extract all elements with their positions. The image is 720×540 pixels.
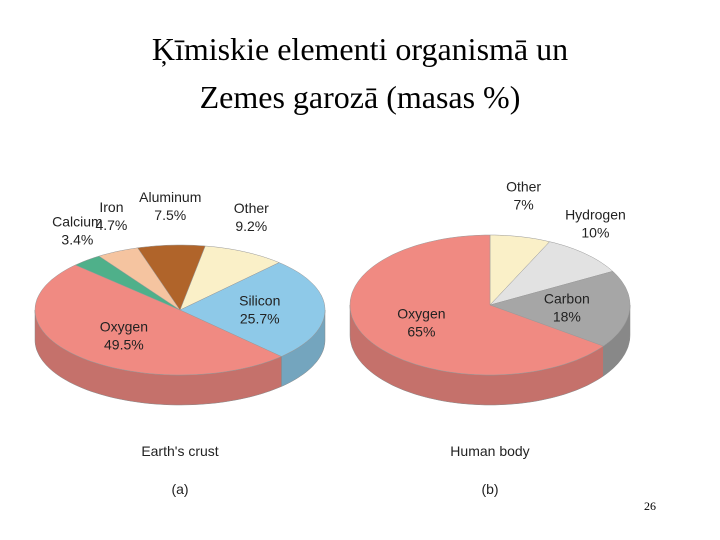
value-label: 7.5% <box>154 207 186 223</box>
value-label: 3.4% <box>61 231 93 247</box>
slice <box>489 271 631 347</box>
slice-label: Other 7% <box>506 179 541 213</box>
category-label: Carbon <box>544 290 590 306</box>
chart-subtitle: (b) <box>481 481 498 497</box>
slice-label: Aluminum 7.5% <box>139 189 201 223</box>
slice <box>98 247 181 311</box>
value-label: 65% <box>407 323 435 339</box>
slice <box>489 234 551 306</box>
chart-title: Earth's crust <box>141 443 218 459</box>
category-label: Oxygen <box>100 318 148 334</box>
slice <box>34 264 283 376</box>
slice-label: Hydrogen 10% <box>565 206 626 240</box>
slice <box>179 262 326 357</box>
slice <box>489 241 614 306</box>
slice-label: Silicon 25.7% <box>239 293 280 327</box>
category-label: Other <box>506 179 541 195</box>
value-label: 10% <box>581 224 609 240</box>
slice-label: Other 9.2% <box>234 200 269 234</box>
category-label: Iron <box>99 199 123 215</box>
slide-title: Zemes garozā (masas %) <box>200 79 521 115</box>
slice <box>137 244 206 311</box>
category-label: Aluminum <box>139 189 201 205</box>
slide-title: Ķīmiskie elementi organismā un <box>152 31 568 67</box>
slice-label: Calcium 3.4% <box>52 213 103 247</box>
category-label: Oxygen <box>397 305 445 321</box>
slice-label: Iron 4.7% <box>95 199 127 233</box>
category-label: Silicon <box>239 293 280 309</box>
category-label: Calcium <box>52 213 103 229</box>
value-label: 7% <box>513 197 533 213</box>
slice <box>179 245 280 311</box>
value-label: 4.7% <box>95 217 127 233</box>
slice-label: Oxygen 65% <box>397 305 445 339</box>
category-label: Other <box>234 200 269 216</box>
chart-subtitle: (a) <box>171 481 188 497</box>
slice <box>349 234 604 376</box>
value-label: 9.2% <box>235 218 267 234</box>
value-label: 25.7% <box>240 311 280 327</box>
value-label: 49.5% <box>104 336 144 352</box>
category-label: Hydrogen <box>565 206 626 222</box>
page-number: 26 <box>644 499 656 513</box>
value-label: 18% <box>553 308 581 324</box>
slice-label: Oxygen 49.5% <box>100 318 148 352</box>
chart-title: Human body <box>450 443 529 459</box>
slice-label: Carbon 18% <box>544 290 590 324</box>
